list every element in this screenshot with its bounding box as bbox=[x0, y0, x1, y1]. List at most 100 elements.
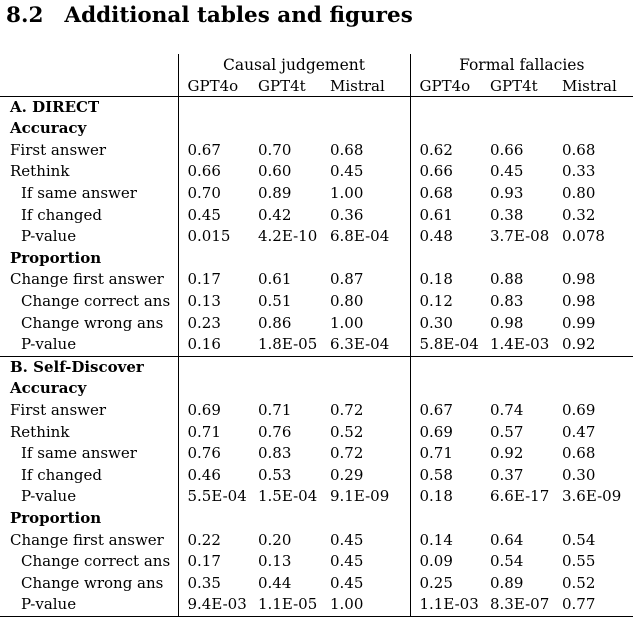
cell-value: 0.18 bbox=[419, 270, 453, 289]
header-spacer-cell bbox=[0, 75, 179, 97]
cell-value: 9.4E-03 bbox=[178, 594, 249, 617]
table-row: Change wrong ans 0.23 0.86 1.00 0.30 0.98 0.99 bbox=[0, 312, 633, 335]
cell-value: 0.35 bbox=[187, 573, 221, 592]
row-label: Rethink bbox=[0, 161, 179, 184]
cell-value: 1.1E-05 bbox=[249, 594, 321, 617]
cell-value bbox=[481, 96, 553, 118]
cell-value bbox=[553, 356, 633, 378]
table-row: First answer 0.69 0.71 0.72 0.67 0.74 0.69 bbox=[0, 399, 633, 422]
cell-value: 0.54 bbox=[562, 530, 596, 549]
cell-value: 0.57 bbox=[490, 422, 524, 441]
cell-value: 0.69 bbox=[187, 400, 221, 419]
cell-value: 0.72 bbox=[321, 399, 411, 422]
table-row: Change wrong ans 0.35 0.44 0.45 0.25 0.89 0.52 bbox=[0, 572, 633, 595]
cell-value: 0.67 bbox=[187, 140, 221, 159]
cell-value: 0.68 bbox=[562, 444, 596, 463]
table-body: A. DIRECT Accuracy First answer 0.67 0.70 0.6… bbox=[0, 96, 634, 617]
cell-value bbox=[321, 96, 411, 119]
row-label: Proportion bbox=[0, 507, 179, 530]
cell-value bbox=[321, 118, 411, 140]
row-label: If same answer bbox=[0, 443, 179, 465]
row-label: Rethink bbox=[0, 421, 179, 444]
cell-value: 0.45 bbox=[321, 572, 411, 595]
cell-value: 0.66 bbox=[490, 140, 524, 159]
cell-value: 0.93 bbox=[490, 184, 524, 203]
cell-value: 0.47 bbox=[562, 422, 596, 441]
cell-value: 0.64 bbox=[490, 530, 524, 549]
results-table: Causal judgement Formal fallacies GPT4o … bbox=[0, 53, 634, 617]
cell-value: 0.33 bbox=[562, 162, 596, 181]
cell-value: 0.20 bbox=[258, 530, 292, 549]
cell-value: 0.71 bbox=[419, 444, 453, 463]
cell-value: 0.48 bbox=[419, 227, 453, 246]
cell-value bbox=[410, 96, 481, 118]
table-row: P-value 0.16 1.8E-05 6.3E-04 5.8E-04 1.4E-03 0… bbox=[0, 334, 634, 357]
row-label: P-value bbox=[0, 226, 179, 248]
cell-value: 0.52 bbox=[321, 421, 411, 444]
group-header-causal-judgement: Causal judgement bbox=[178, 53, 411, 76]
cell-value: 0.45 bbox=[187, 205, 221, 224]
cell-value: 0.54 bbox=[490, 552, 524, 571]
cell-value: 0.45 bbox=[321, 161, 411, 184]
cell-value: 0.98 bbox=[562, 291, 596, 310]
cell-value: 0.67 bbox=[419, 400, 453, 419]
row-label: Accuracy bbox=[0, 118, 179, 140]
cell-value: 1.4E-03 bbox=[481, 334, 553, 357]
table-row: Change correct ans 0.17 0.13 0.45 0.09 0.54 0.… bbox=[0, 551, 633, 573]
column-header-gpt4t-causal: GPT4t bbox=[249, 75, 321, 97]
cell-value bbox=[249, 248, 321, 270]
cell-value bbox=[178, 378, 249, 400]
cell-value bbox=[553, 248, 633, 270]
section-title-row: A. DIRECT bbox=[0, 96, 633, 119]
cell-value bbox=[410, 248, 481, 270]
cell-value: 1.00 bbox=[321, 594, 411, 617]
cell-value: 0.88 bbox=[490, 270, 524, 289]
cell-value: 6.6E-17 bbox=[490, 487, 550, 506]
table-row: P-value 0.015 4.2E-10 6.8E-04 0.48 3.7E-08 0.0… bbox=[0, 226, 633, 248]
row-label: First answer bbox=[0, 139, 179, 162]
cell-value: 0.09 bbox=[419, 552, 453, 571]
section-heading: 8.2 Additional tables and figures bbox=[6, 4, 640, 28]
cell-value: 0.17 bbox=[187, 552, 221, 571]
table-row: Rethink 0.71 0.76 0.52 0.69 0.57 0.47 bbox=[0, 421, 633, 444]
cell-value: 3.7E-08 bbox=[490, 227, 550, 246]
cell-value: 0.87 bbox=[321, 269, 411, 291]
cell-value: 0.30 bbox=[562, 465, 596, 484]
group-header-row: Causal judgement Formal fallacies bbox=[0, 53, 633, 76]
cell-value: 0.38 bbox=[490, 205, 524, 224]
table-row: If changed 0.45 0.42 0.36 0.61 0.38 0.32 bbox=[0, 204, 633, 227]
cell-value: 0.45 bbox=[321, 529, 411, 552]
column-header-mistral-causal: Mistral bbox=[321, 75, 411, 97]
cell-value: 0.70 bbox=[187, 184, 221, 203]
cell-value: 1.1E-03 bbox=[410, 594, 481, 617]
table-row: Change first answer 0.22 0.20 0.45 0.14 0.64 0… bbox=[0, 529, 633, 552]
row-label: Change correct ans bbox=[0, 290, 179, 313]
row-label: Change wrong ans bbox=[0, 312, 179, 335]
cell-value: 0.98 bbox=[562, 270, 596, 289]
section-title-row: B. Self-Discover bbox=[0, 356, 633, 379]
cell-value: 0.71 bbox=[258, 400, 292, 419]
cell-value bbox=[410, 118, 481, 140]
cell-value: 0.89 bbox=[490, 573, 524, 592]
row-label: Change first answer bbox=[0, 529, 179, 552]
cell-value bbox=[178, 508, 249, 530]
cell-value: 0.25 bbox=[419, 573, 453, 592]
cell-value: 0.69 bbox=[562, 400, 596, 419]
cell-value bbox=[249, 96, 321, 118]
row-label: Accuracy bbox=[0, 378, 179, 400]
row-label: Proportion bbox=[0, 247, 179, 270]
cell-value bbox=[410, 356, 481, 378]
cell-value: 0.77 bbox=[553, 594, 634, 617]
cell-value: 0.92 bbox=[490, 444, 524, 463]
cell-value: 0.80 bbox=[321, 290, 411, 313]
cell-value: 6.8E-04 bbox=[321, 226, 411, 248]
cell-value: 6.3E-04 bbox=[321, 334, 411, 357]
cell-value: 1.00 bbox=[321, 183, 411, 205]
table-row: If same answer 0.76 0.83 0.72 0.71 0.92 0.68 bbox=[0, 443, 633, 465]
row-label: P-value bbox=[0, 334, 179, 357]
column-header-gpt4o-causal: GPT4o bbox=[178, 75, 249, 97]
cell-value: 0.45 bbox=[321, 551, 411, 573]
cell-value: 0.68 bbox=[321, 139, 411, 162]
cell-value: 0.61 bbox=[258, 270, 292, 289]
cell-value: 0.12 bbox=[419, 291, 453, 310]
